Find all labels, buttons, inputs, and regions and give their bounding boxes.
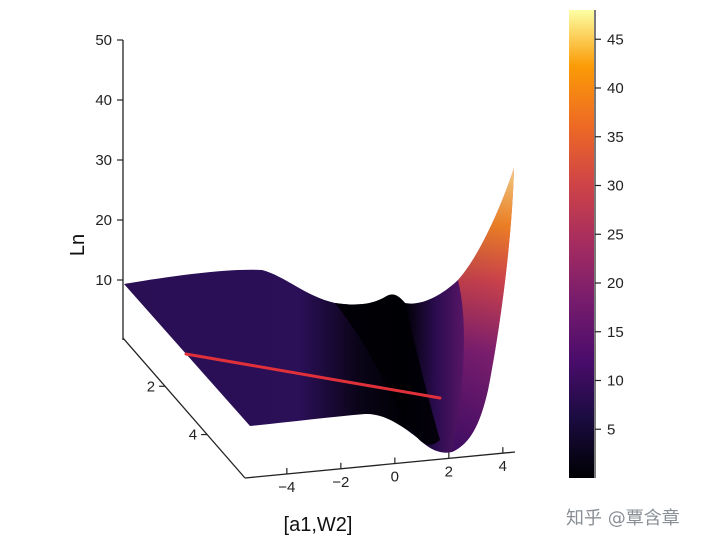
y-tick-label: 2	[147, 378, 155, 395]
colorbar-tick-label: 30	[607, 178, 624, 195]
z-tick-label: 10	[95, 272, 112, 289]
colorbar-tick-label: 5	[607, 421, 615, 438]
colorbar: 5 10 15 20 25 30 35 40 45	[569, 10, 624, 478]
colorbar-tick-label: 25	[607, 226, 624, 243]
path-line	[184, 352, 442, 400]
x-tick-label: 0	[391, 469, 399, 486]
colorbar-gradient	[569, 10, 594, 478]
z-tick-label: 40	[95, 92, 112, 109]
colorbar-tick-label: 40	[607, 80, 624, 97]
colorbar-tick-label: 45	[607, 31, 624, 48]
x-tick-label: 4	[499, 458, 507, 475]
loss-surface	[124, 168, 514, 453]
y-tick-label: 4	[189, 427, 197, 444]
z-tick-label: 20	[95, 212, 112, 229]
z-tick-label: 50	[95, 32, 112, 49]
surface-body	[124, 168, 514, 453]
watermark: 知乎 @覃含章	[566, 508, 680, 529]
colorbar-tick-label: 15	[607, 324, 624, 341]
x-axis: −4 −2 0 2 4 [a1,W2]	[244, 447, 516, 536]
surface-valley	[335, 294, 440, 445]
z-axis-title: Ln	[67, 234, 89, 256]
colorbar-tick-label: 20	[607, 275, 624, 292]
colorbar-tick-label: 10	[607, 373, 624, 390]
x-tick-label: −2	[332, 474, 349, 491]
surface-rise	[452, 168, 514, 452]
y-axis: 24	[122, 337, 246, 479]
x-tick-label: 2	[445, 463, 453, 480]
colorbar-tick-label: 35	[607, 129, 624, 146]
z-tick-label: 30	[95, 152, 112, 169]
z-axis: 10 20 30 40 50 Ln	[67, 32, 124, 340]
x-tick-label: −4	[278, 479, 295, 496]
x-axis-title: [a1,W2]	[284, 514, 353, 536]
